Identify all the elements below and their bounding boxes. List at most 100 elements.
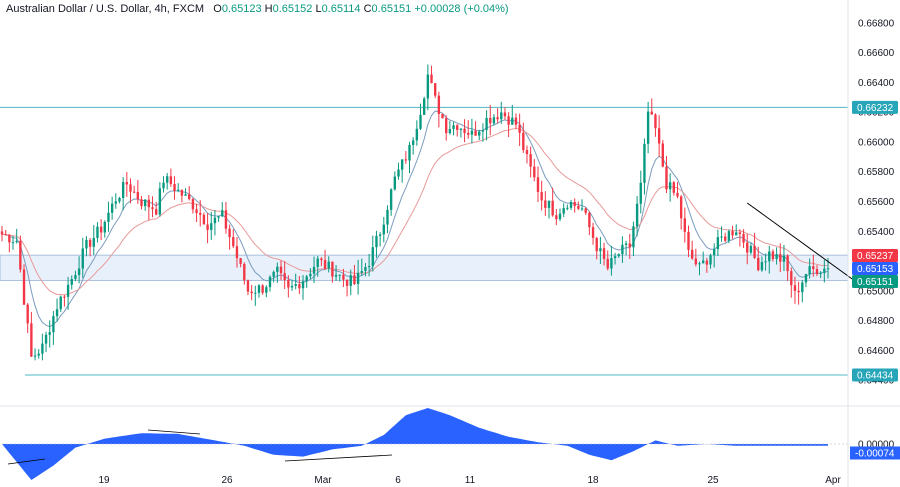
candle — [213, 210, 217, 236]
candle — [562, 203, 565, 217]
candle — [312, 256, 316, 284]
candle — [536, 166, 540, 203]
candle — [316, 255, 319, 277]
price-tag-box — [852, 100, 898, 114]
candle — [191, 197, 195, 214]
candle-body — [316, 258, 319, 267]
candle-body — [584, 208, 587, 213]
candle-body — [456, 125, 459, 130]
candle — [566, 204, 569, 211]
candle-body — [151, 207, 154, 210]
candle — [657, 115, 661, 157]
x-tick-label: 26 — [221, 475, 233, 486]
candle — [518, 113, 521, 146]
candle — [298, 275, 301, 295]
price-tag-box — [852, 368, 898, 382]
close-value: 0.65151 — [371, 3, 412, 15]
candle — [654, 113, 657, 137]
candle — [514, 113, 518, 129]
candle-body — [705, 260, 709, 265]
candle-body — [129, 184, 132, 192]
candle — [154, 201, 158, 216]
candle-body — [162, 182, 165, 189]
candle — [114, 193, 117, 209]
candle-body — [459, 128, 463, 130]
candle-body — [709, 255, 712, 265]
chart-header: Australian Dollar / U.S. Dollar, 4h, FXC… — [6, 3, 509, 15]
candle — [177, 183, 180, 193]
candle-body — [632, 226, 635, 248]
candle-body — [507, 116, 510, 125]
candle — [588, 211, 591, 236]
candle-body — [118, 197, 121, 202]
candle — [103, 220, 106, 238]
candle-body — [276, 266, 279, 272]
candle-body — [125, 182, 129, 185]
candle — [386, 205, 389, 234]
candle — [63, 294, 66, 307]
candle-body — [588, 212, 591, 228]
candle-body — [59, 296, 62, 310]
candle-body — [683, 218, 687, 232]
low-label: L — [315, 3, 322, 15]
high-value: 0.65152 — [272, 3, 313, 15]
candle — [727, 229, 731, 244]
candle-body — [591, 227, 595, 238]
divergence-line — [147, 429, 201, 435]
candle — [378, 232, 382, 247]
candle — [389, 188, 393, 216]
candle-body — [599, 248, 602, 252]
candle — [456, 124, 459, 137]
candle-body — [400, 159, 404, 170]
candle — [345, 279, 349, 297]
candle — [393, 171, 396, 191]
candle — [41, 333, 44, 361]
y-tick-label: 0.64800 — [858, 316, 895, 327]
price-tag-text: 0.65237 — [857, 251, 894, 262]
candle — [547, 200, 551, 219]
candle-body — [577, 206, 580, 209]
candle — [107, 201, 110, 232]
candle-body — [55, 309, 59, 317]
candle-body — [753, 245, 756, 258]
candle-body — [235, 246, 239, 259]
x-tick-label: 6 — [395, 475, 401, 486]
candle — [511, 104, 514, 125]
price-tag: 0.64434 — [852, 368, 898, 382]
candle-body — [657, 128, 661, 144]
candle — [232, 229, 235, 249]
candle — [713, 243, 716, 268]
candle-body — [422, 98, 426, 115]
candle — [496, 108, 499, 124]
candle — [48, 320, 51, 348]
candle — [599, 236, 602, 265]
candle-body — [33, 355, 37, 357]
candle — [804, 273, 808, 288]
candle-body — [257, 285, 261, 293]
candle — [668, 173, 672, 202]
candle — [415, 120, 419, 146]
candle-body — [74, 275, 77, 280]
candle — [801, 280, 804, 303]
candle-body — [26, 304, 29, 324]
candle — [254, 285, 257, 306]
candle — [577, 201, 580, 211]
candle-body — [367, 266, 371, 268]
candle-body — [349, 275, 352, 286]
candle — [37, 349, 40, 359]
candle-body — [132, 191, 136, 193]
candle — [533, 159, 536, 182]
candle-body — [360, 271, 363, 273]
candle-body — [312, 266, 316, 274]
candle-body — [760, 262, 764, 271]
candle — [591, 222, 595, 245]
candle-body — [731, 231, 734, 236]
candle — [448, 120, 452, 135]
candle — [59, 295, 62, 313]
candle — [430, 65, 433, 84]
price-tag: 0.65237 — [852, 249, 898, 263]
candle — [151, 196, 154, 218]
candle-body — [613, 256, 617, 259]
candle — [672, 180, 676, 196]
